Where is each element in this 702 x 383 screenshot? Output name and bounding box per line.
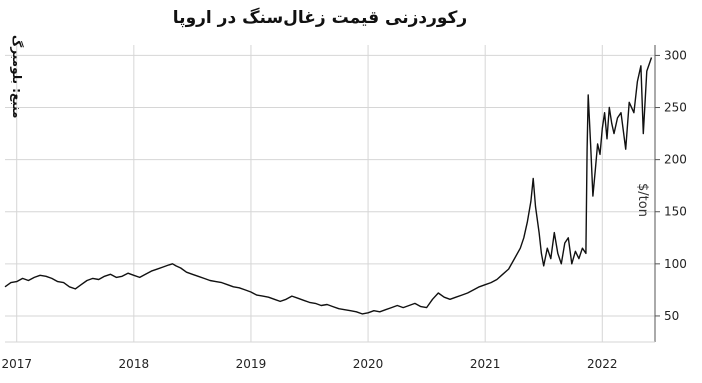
source-label: منبع: بلومبرگ [10, 34, 24, 118]
price-line [4, 57, 653, 315]
y-tick-label: 50 [664, 309, 679, 323]
x-tick-label: 2021 [470, 357, 501, 371]
y-tick-label: 150 [664, 205, 687, 219]
label-layer: 50 100 150 200 250 300 2017 2018 2019 2020 2021 202… [1, 48, 686, 371]
x-tick-label: 2017 [1, 357, 32, 371]
series-layer [4, 57, 653, 315]
x-tick-label: 2019 [236, 357, 267, 371]
y-tick-label: 100 [664, 257, 687, 271]
x-tick-label: 2020 [353, 357, 384, 371]
chart-title: رکوردزنی قیمت زغال‌سنگ در اروپا [172, 8, 468, 28]
axis-layer [5, 45, 660, 343]
x-tick-label: 2018 [119, 357, 150, 371]
x-tick-label: 2022 [587, 357, 618, 371]
y-tick-label: 300 [664, 48, 687, 62]
y-tick-label: 200 [664, 153, 687, 167]
y-tick-label: 250 [664, 101, 687, 115]
grid-layer [5, 45, 655, 342]
y-axis-label: $/ton [635, 183, 650, 217]
